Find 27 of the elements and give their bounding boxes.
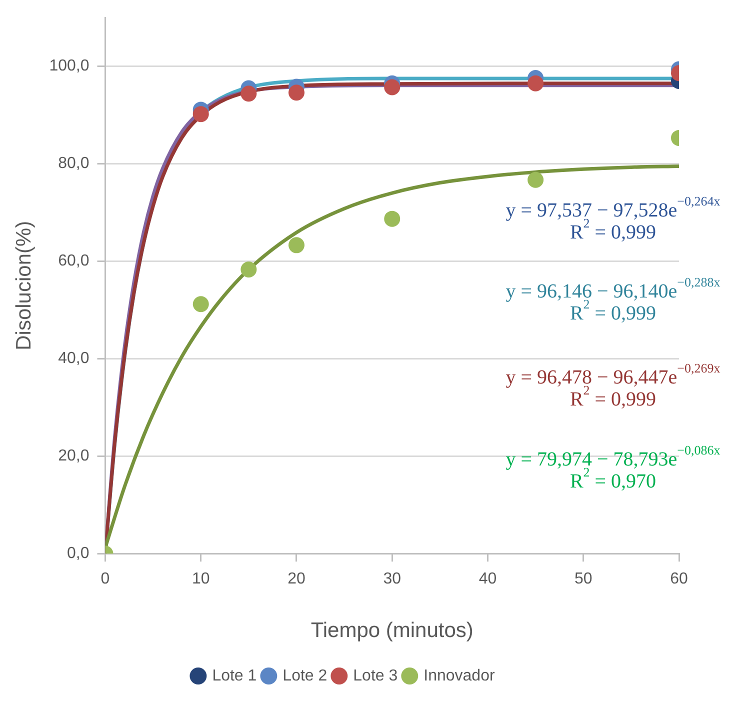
y-tick-label: 40,0	[58, 350, 90, 368]
x-axis-title: Tiempo (minutos)	[310, 619, 474, 642]
y-tick-label: 80,0	[58, 155, 90, 172]
x-tick-label: 10	[192, 570, 210, 588]
point	[384, 79, 400, 96]
y-tick-label: 0,0	[66, 545, 90, 562]
point	[192, 106, 209, 122]
point	[192, 296, 209, 312]
legend-label: Lote 3	[353, 667, 398, 684]
y-tick-label: 100,0	[49, 58, 90, 75]
y-tick-label: 20,0	[58, 448, 90, 465]
point	[288, 84, 304, 101]
x-tick-label: 50	[574, 570, 592, 588]
legend-label: Lote 2	[282, 667, 328, 684]
point	[384, 210, 400, 227]
point	[288, 237, 304, 254]
x-tick-label: 20	[288, 570, 306, 588]
x-tick-label: 40	[478, 570, 497, 588]
legend-label: Innovador	[424, 667, 496, 684]
x-tick-label: 0	[100, 570, 110, 588]
point	[240, 86, 257, 102]
x-tick-label: 60	[670, 570, 688, 588]
y-axis-title: Disolucion(%)	[12, 220, 36, 350]
y-tick-label: 60,0	[58, 252, 90, 270]
legend-label: Lote 1	[212, 667, 257, 684]
x-tick-label: 30	[383, 570, 402, 588]
point	[240, 262, 257, 278]
